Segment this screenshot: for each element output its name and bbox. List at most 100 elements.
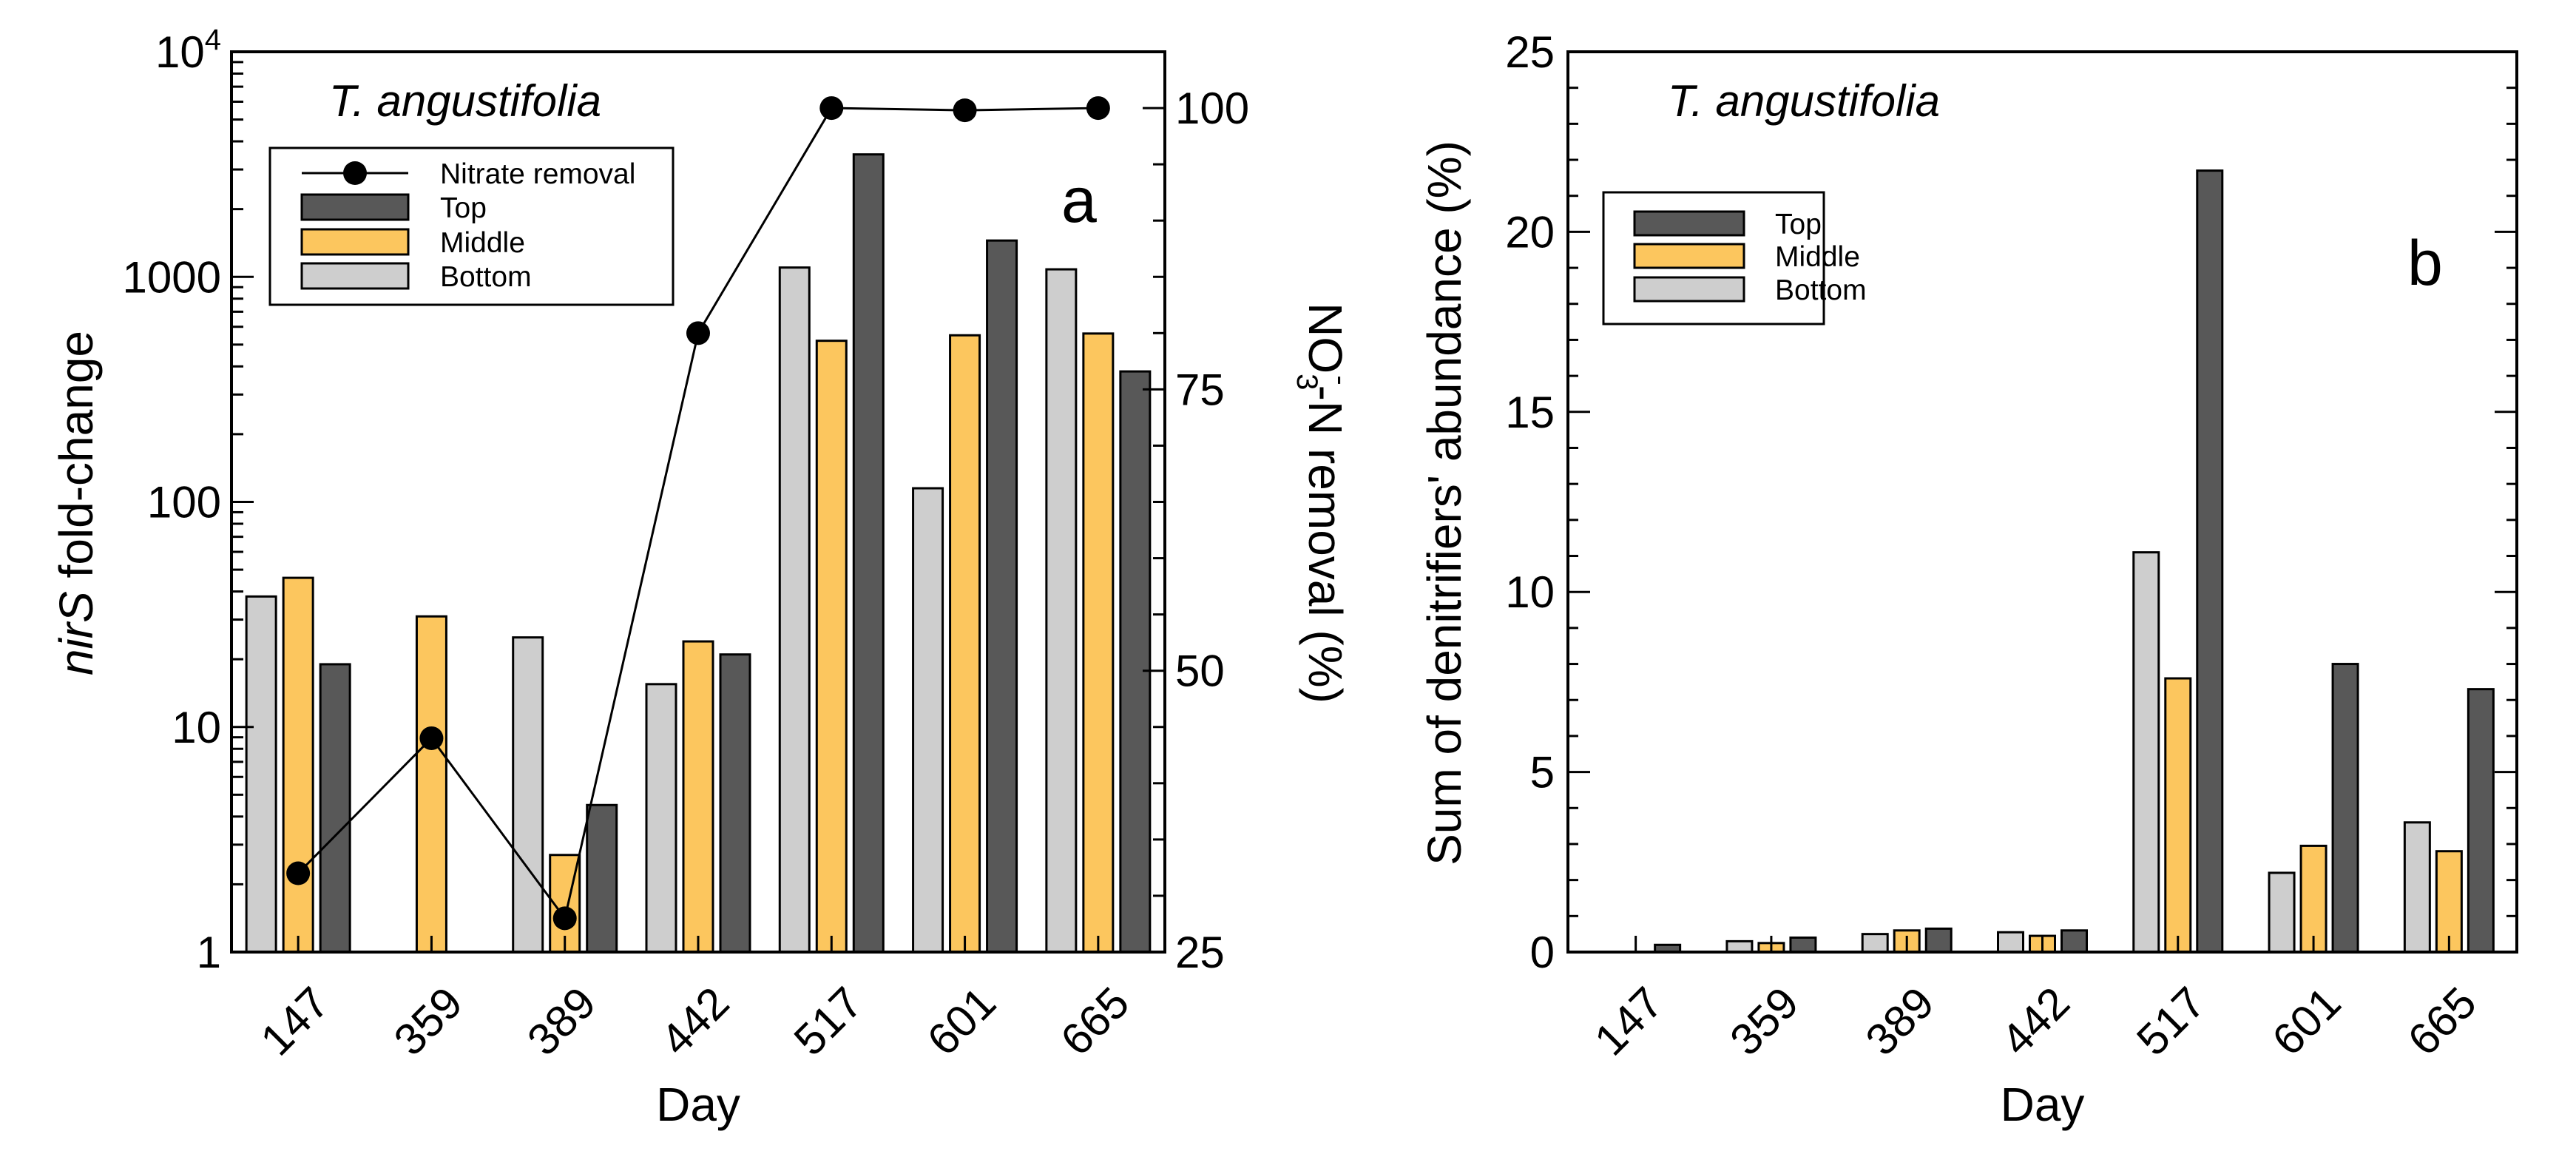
y-axis-label: nirS fold-change <box>50 331 103 675</box>
x-tick-label-389: 389 <box>518 977 605 1064</box>
y-tick-label-10: 10 <box>1505 567 1555 617</box>
nitrate-removal-point-665 <box>1086 96 1110 121</box>
bar-top-359 <box>1789 937 1817 954</box>
bar-middle-517 <box>2164 677 2192 954</box>
legend-swatch-middle <box>1633 243 1745 269</box>
bar-bottom-601 <box>2268 871 2296 954</box>
bar-top-442 <box>719 653 751 954</box>
bar-middle-665 <box>1082 332 1115 954</box>
panel-label: b <box>2407 228 2443 299</box>
species-annotation: T. angustifolia <box>329 76 601 126</box>
y-tick-label-1000: 1000 <box>123 252 221 302</box>
bar-bottom-389 <box>1861 933 1889 954</box>
nitrate-removal-point-601 <box>953 98 977 123</box>
y2-tick-label-25: 25 <box>1175 928 1225 977</box>
bar-bottom-517 <box>778 266 811 954</box>
y2-label-no: NO <box>1299 303 1352 374</box>
y-tick-label-top: 104 <box>155 24 221 77</box>
bar-bottom-665 <box>1045 268 1078 954</box>
y-tick-label-15: 15 <box>1505 388 1555 437</box>
legend-label: Top <box>1775 209 1822 240</box>
bar-bottom-442 <box>1997 931 2024 954</box>
plot-frame <box>1566 50 2518 954</box>
bar-top-601 <box>2331 663 2359 954</box>
bar-bottom-517 <box>2132 551 2160 954</box>
x-tick-label-517: 517 <box>2127 977 2214 1064</box>
nitrate-removal-point-147 <box>286 861 311 885</box>
bar-middle-601 <box>2299 844 2327 954</box>
legend-label: Bottom <box>1775 274 1867 306</box>
legend-swatch-middle <box>300 228 410 256</box>
bar-bottom-147 <box>245 595 277 954</box>
panel-label: a <box>1061 165 1097 236</box>
bar-bottom-389 <box>512 636 544 954</box>
panel-b-denitrifiers-chart: 0 5 10 15 20 25 147 359 389 442 517 601 665 T. angust… <box>1418 27 2518 1131</box>
y-axis-label-rest: fold-change <box>50 331 103 591</box>
y-tick-base: 10 <box>155 27 205 77</box>
bar-middle-517 <box>815 340 848 954</box>
y2-tick-label-75: 75 <box>1175 365 1225 414</box>
y-tick-label-1: 1 <box>197 928 221 977</box>
x-tick-label-601: 601 <box>2262 977 2350 1064</box>
bar-middle-359 <box>415 615 447 954</box>
nitrate-removal-point-442 <box>686 321 710 345</box>
x-tick-label-147: 147 <box>1585 977 1672 1064</box>
legend-swatch-top <box>300 193 410 221</box>
bar-bottom-601 <box>912 487 944 954</box>
y-tick-label-100: 100 <box>147 478 221 527</box>
legend-swatch-bottom <box>1633 276 1745 303</box>
x-tick-label-442: 442 <box>651 977 738 1064</box>
y2-tick-label-100: 100 <box>1175 84 1249 133</box>
x-tick-label-359: 359 <box>385 977 472 1064</box>
y2-label-rest: -N removal (%) <box>1299 385 1352 703</box>
x-tick-label-665: 665 <box>2398 977 2486 1064</box>
legend-swatch-marker <box>343 161 367 185</box>
y2-axis-label: NO3--N removal (%) <box>1291 303 1357 703</box>
x-axis-label: Day <box>656 1078 740 1131</box>
bar-bottom-665 <box>2403 821 2431 954</box>
legend-label: Middle <box>1775 241 1860 273</box>
y-tick-label-25: 25 <box>1505 27 1555 77</box>
y-tick-exp: 4 <box>205 24 221 56</box>
y-axis-label: Sum of denitrifiers' abundance (%) <box>1418 141 1471 866</box>
bar-top-517 <box>2196 169 2224 954</box>
bar-top-665 <box>1119 370 1152 954</box>
nitrate-removal-point-517 <box>819 96 844 121</box>
bar-top-389 <box>586 803 618 954</box>
x-tick-label-442: 442 <box>1992 977 2079 1064</box>
y2-tick-label-50: 50 <box>1175 647 1225 696</box>
x-tick-label-389: 389 <box>1856 977 1944 1064</box>
x-tick-label-601: 601 <box>918 977 1005 1064</box>
x-tick-label-147: 147 <box>251 977 339 1064</box>
bar-top-147 <box>319 663 351 954</box>
legend-swatch-bottom <box>300 262 410 290</box>
bar-top-517 <box>852 153 885 954</box>
legend-label: Top <box>440 192 487 224</box>
y-axis-label-italic: nirS <box>50 591 103 675</box>
bar-middle-601 <box>949 334 981 954</box>
bar-top-665 <box>2467 688 2495 954</box>
x-tick-label-359: 359 <box>1720 977 1808 1064</box>
bar-top-442 <box>2061 929 2088 954</box>
bar-top-601 <box>986 239 1018 954</box>
bar-bottom-359 <box>1725 939 1754 954</box>
y2-label-sup: - <box>1325 375 1357 385</box>
bar-top-389 <box>1924 927 1953 954</box>
legend-label: Middle <box>440 227 525 259</box>
y-tick-label-10: 10 <box>172 703 221 752</box>
legend-label: Bottom <box>440 261 532 293</box>
bar-middle-442 <box>682 640 714 954</box>
y-tick-label-0: 0 <box>1530 928 1555 977</box>
x-axis-label: Day <box>2001 1078 2085 1131</box>
legend-label: Nitrate removal <box>440 158 635 190</box>
x-tick-label-665: 665 <box>1051 977 1138 1064</box>
plot-frame <box>230 50 1166 954</box>
nitrate-removal-point-389 <box>552 906 577 931</box>
legend-swatch-top <box>1633 210 1745 237</box>
y-tick-label-5: 5 <box>1530 748 1555 797</box>
species-annotation: T. angustifolia <box>1668 76 1940 126</box>
y-tick-label-20: 20 <box>1505 207 1555 257</box>
nitrate-removal-point-359 <box>419 726 444 750</box>
